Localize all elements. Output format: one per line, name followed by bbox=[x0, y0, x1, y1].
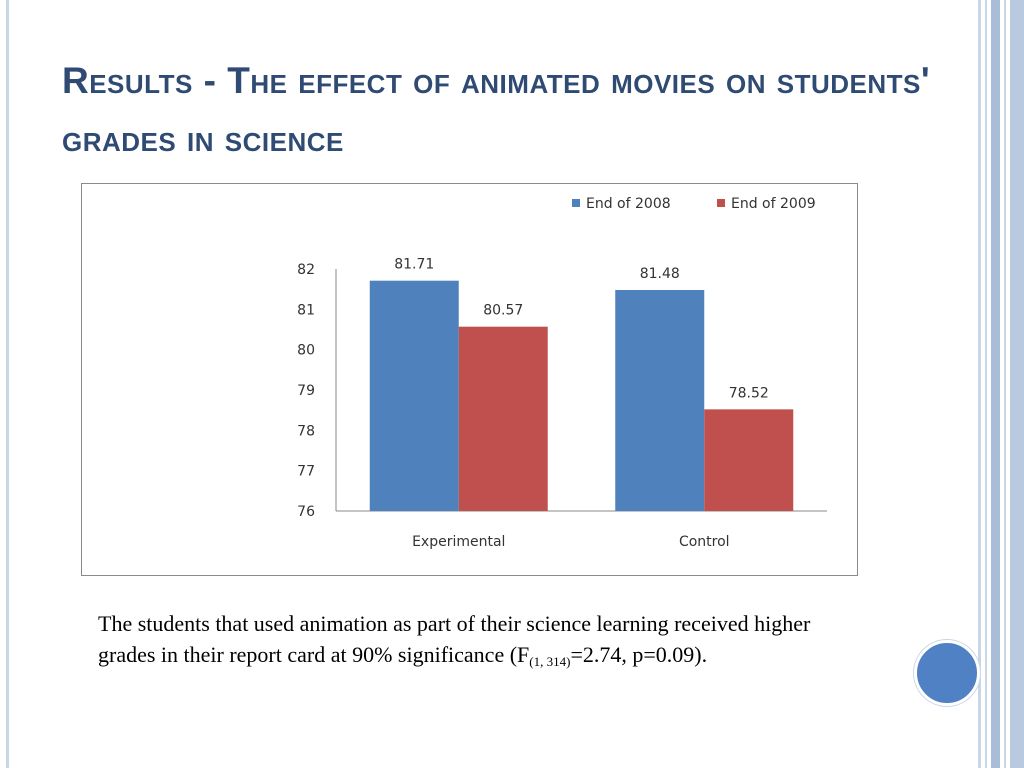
caption-text-end: =2.74, p=0.09). bbox=[570, 642, 708, 667]
legend-swatch bbox=[717, 199, 725, 207]
data-label: 80.57 bbox=[483, 303, 523, 319]
bar-chart: 76 77 78 79 80 81 82 81.71 80.57 Experimental 81.4… bbox=[297, 196, 827, 550]
caption-text: The students that used animation as part… bbox=[98, 611, 811, 667]
y-tick-label: 77 bbox=[297, 464, 315, 480]
y-tick-label: 81 bbox=[297, 302, 315, 318]
y-tick-label: 76 bbox=[297, 504, 315, 520]
legend-label: End of 2009 bbox=[731, 196, 816, 212]
y-tick-label: 82 bbox=[297, 262, 315, 278]
bar-end-of-2008-control bbox=[615, 289, 705, 511]
bar-end-of-2009-control bbox=[704, 409, 794, 511]
bar-end-of-2008-experimental bbox=[369, 280, 459, 511]
bar-end-of-2009-experimental bbox=[458, 326, 548, 511]
right-decorative-stripes bbox=[976, 0, 1024, 768]
x-category-label: Experimental bbox=[412, 534, 505, 550]
x-category-label: Control bbox=[679, 534, 730, 550]
accent-circle bbox=[914, 640, 980, 706]
left-border-rule bbox=[6, 0, 9, 768]
caption-subscript: (1, 314) bbox=[529, 654, 571, 669]
y-tick-label: 79 bbox=[297, 383, 315, 399]
legend-label: End of 2008 bbox=[586, 196, 671, 212]
data-label: 81.71 bbox=[394, 257, 434, 273]
data-label: 81.48 bbox=[640, 266, 680, 282]
y-tick-label: 78 bbox=[297, 423, 315, 439]
data-label: 78.52 bbox=[729, 385, 769, 401]
chart-frame: 76 77 78 79 80 81 82 81.71 80.57 Experimental 81.4… bbox=[81, 183, 858, 576]
y-tick-label: 80 bbox=[297, 343, 315, 359]
legend-swatch bbox=[572, 199, 580, 207]
slide-title: Results - The effect of animated movies … bbox=[62, 60, 931, 159]
slide-caption: The students that used animation as part… bbox=[98, 608, 858, 670]
